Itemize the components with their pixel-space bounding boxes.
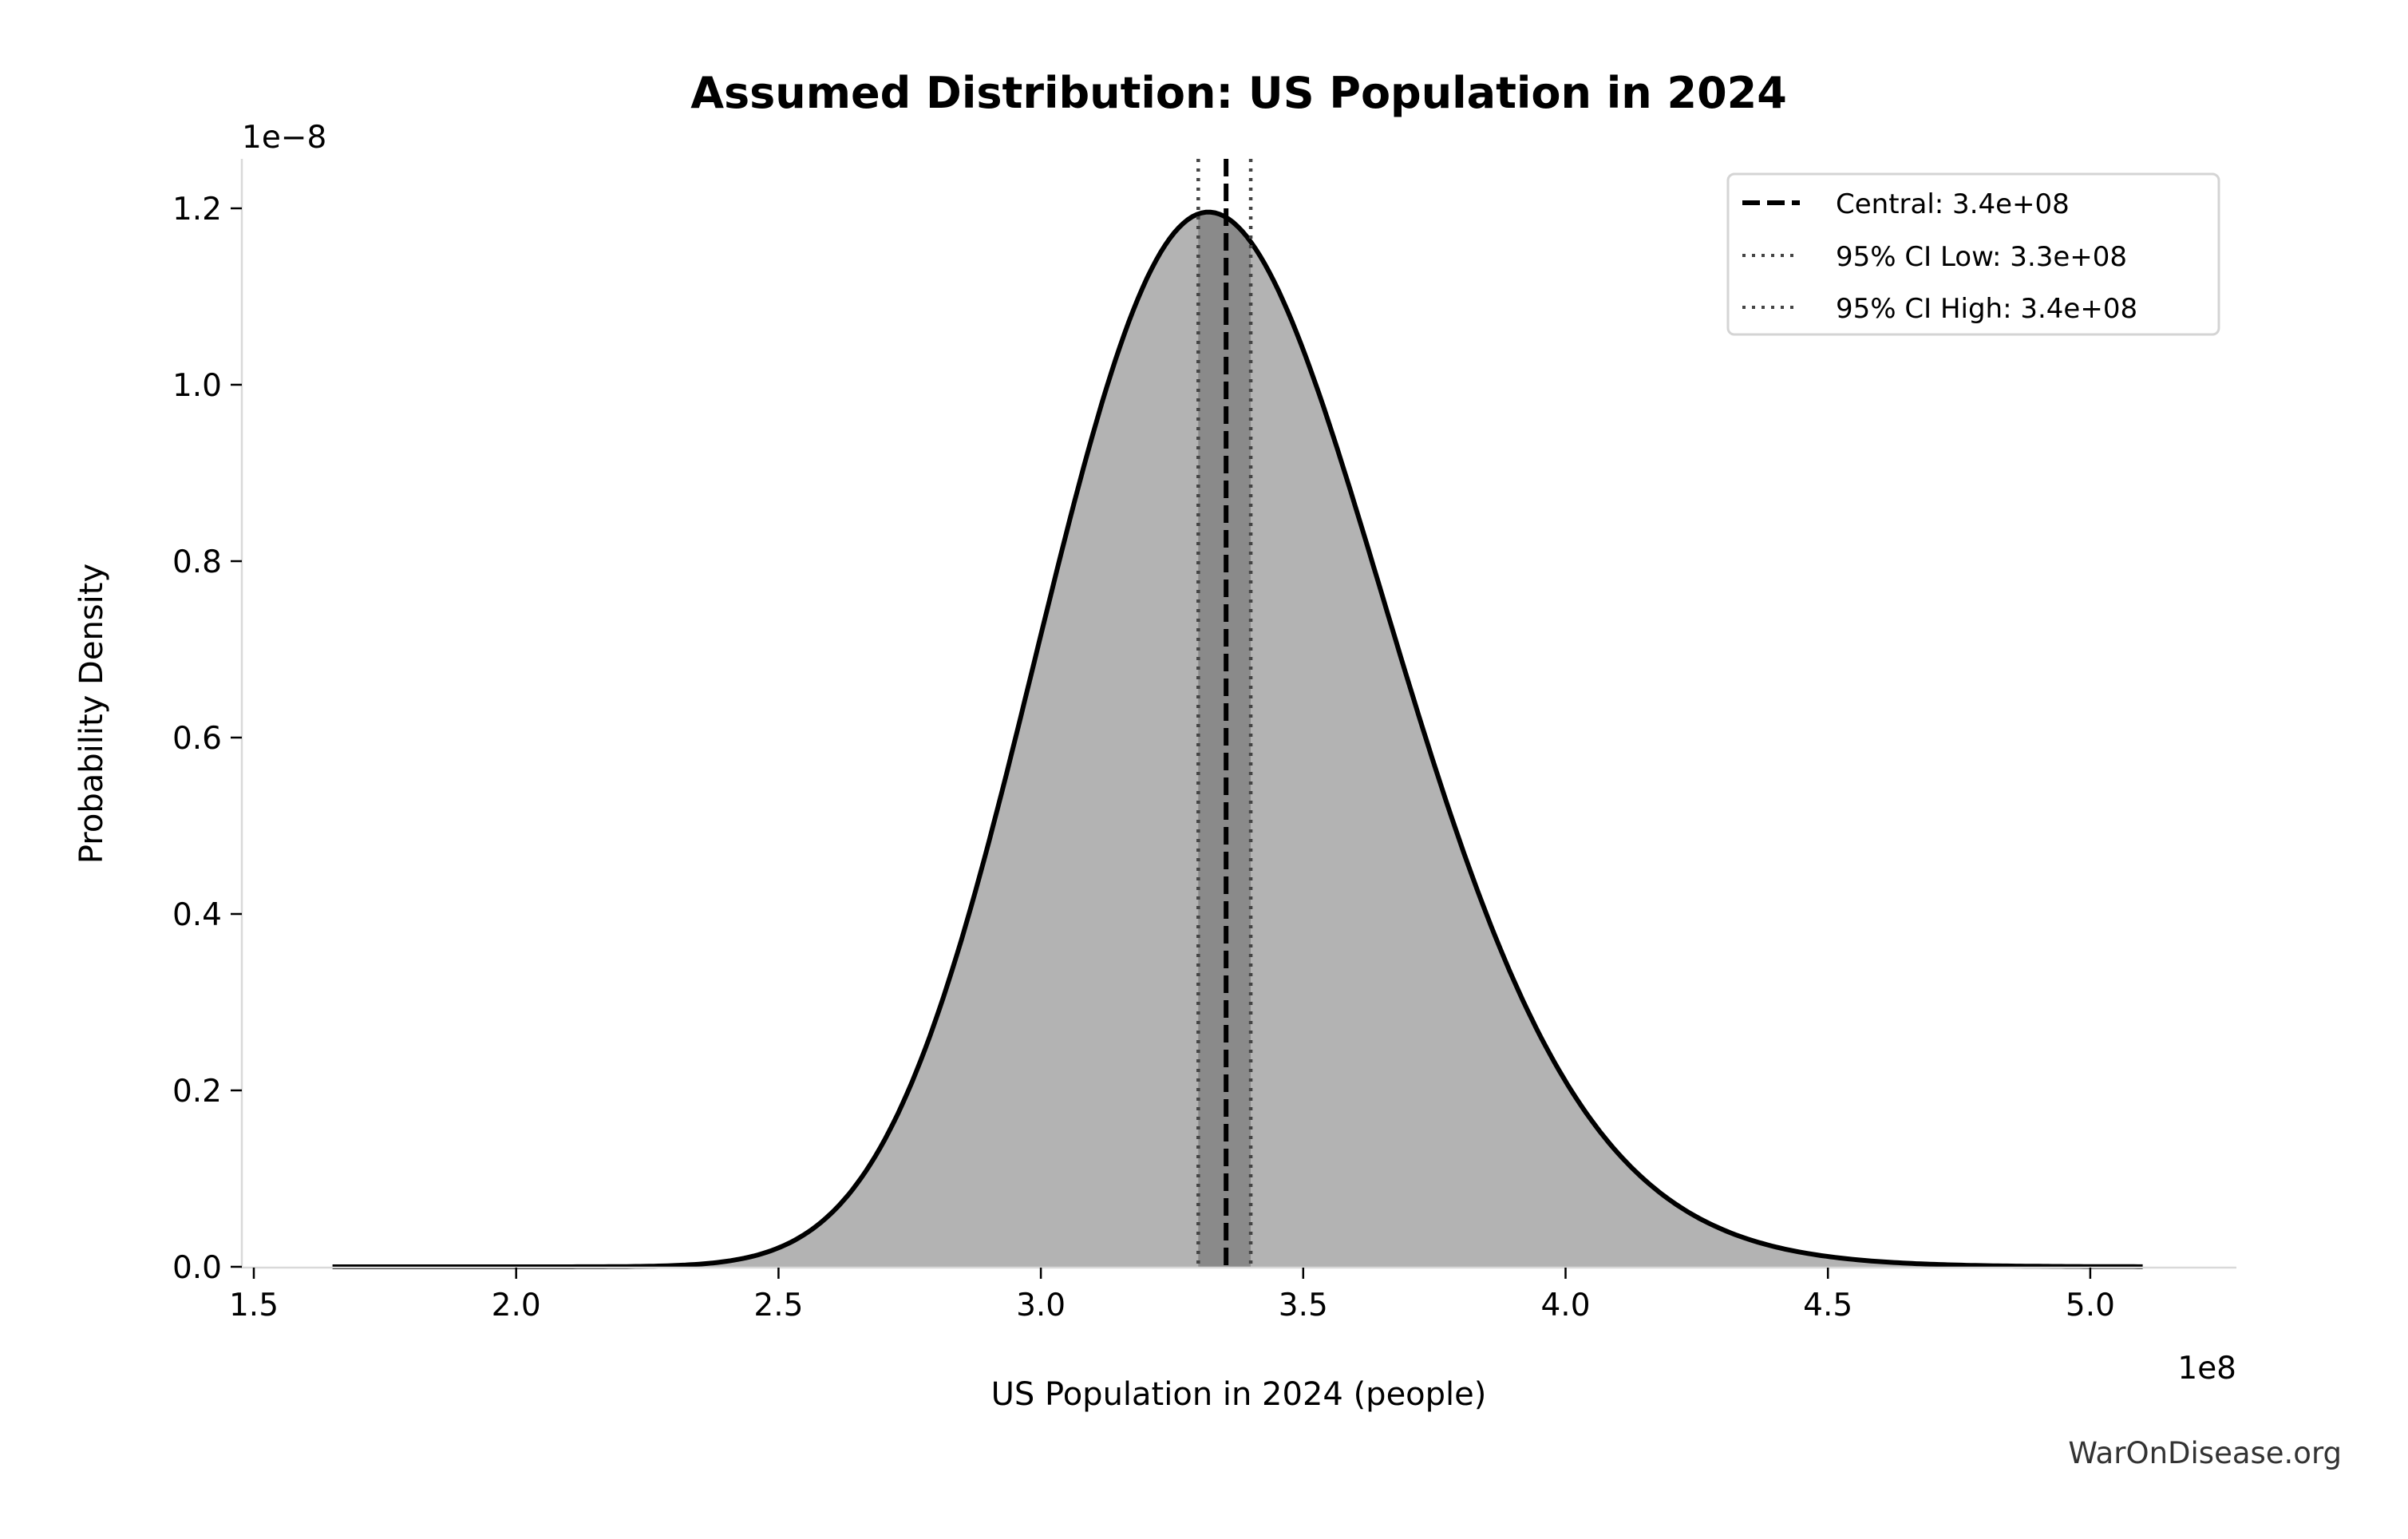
y-tick-label: 1.0 xyxy=(172,368,222,404)
y-tick-label: 1.2 xyxy=(172,192,222,227)
x-tick-label: 3.0 xyxy=(1016,1288,1066,1323)
chart-title: Assumed Distribution: US Population in 2… xyxy=(690,68,1787,118)
y-offset-label: 1e−8 xyxy=(242,120,326,156)
y-tick-label: 0.4 xyxy=(172,897,222,933)
y-tick-label: 0.6 xyxy=(172,721,222,757)
watermark: WarOnDisease.org xyxy=(2068,1436,2342,1470)
legend-ci-low: 95% CI Low: 3.3e+08 xyxy=(1836,241,2127,273)
legend-ci-high: 95% CI High: 3.4e+08 xyxy=(1836,293,2137,325)
y-ticks: 0.0 0.2 0.4 0.6 0.8 1.0 1.2 xyxy=(172,192,242,1286)
legend-frame xyxy=(1726,172,2220,336)
y-tick-label: 0.8 xyxy=(172,544,222,580)
x-tick-label: 4.0 xyxy=(1540,1288,1590,1323)
x-tick-label: 2.5 xyxy=(753,1288,803,1323)
legend: Central: 3.4e+08 95% CI Low: 3.3e+08 95%… xyxy=(1726,172,2220,336)
y-tick-label: 0.0 xyxy=(172,1250,222,1286)
x-tick-label: 5.0 xyxy=(2066,1288,2115,1323)
legend-central: Central: 3.4e+08 xyxy=(1836,188,2070,220)
x-tick-label: 4.5 xyxy=(1803,1288,1852,1323)
y-axis-label: Probability Density xyxy=(73,564,110,864)
x-tick-label: 3.5 xyxy=(1279,1288,1328,1323)
x-offset-label: 1e8 xyxy=(2177,1351,2236,1387)
plot-area xyxy=(332,159,2143,1269)
x-tick-label: 2.0 xyxy=(492,1288,541,1323)
y-tick-label: 0.2 xyxy=(172,1074,222,1110)
density-curve xyxy=(332,209,2143,1269)
x-ticks: 1.5 2.0 2.5 3.0 3.5 4.0 4.5 5.0 xyxy=(229,1268,2115,1323)
x-tick-label: 1.5 xyxy=(229,1288,279,1323)
x-axis-label: US Population in 2024 (people) xyxy=(991,1376,1487,1413)
